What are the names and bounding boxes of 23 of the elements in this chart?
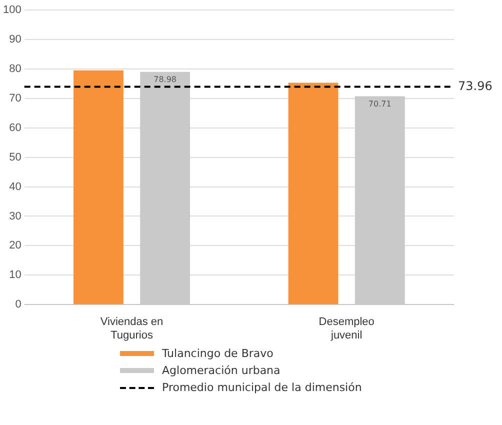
data-label: 78.98 xyxy=(154,75,177,84)
x-tick-label: Viviendas en Tugurios xyxy=(100,316,164,342)
bar xyxy=(140,72,190,304)
y-tick-label: 90 xyxy=(9,33,22,46)
text: 73.96 xyxy=(458,78,492,93)
legend-label: Tulancingo de Bravo xyxy=(162,347,274,360)
y-tick-label: 100 xyxy=(2,4,22,16)
bar xyxy=(288,82,338,304)
y-tick-label: 10 xyxy=(9,269,22,282)
bar xyxy=(73,70,124,304)
legend-label: Promedio municipal de la dimensión xyxy=(162,381,362,394)
x-tick-label: Desempleo juvenil xyxy=(318,316,374,342)
y-tick-label: 20 xyxy=(9,240,22,252)
data-label: 70.71 xyxy=(368,99,392,108)
y-tick-label: 70 xyxy=(9,92,22,104)
bar xyxy=(354,96,405,304)
y-tick-label: 50 xyxy=(9,151,22,164)
y-tick-label: 0 xyxy=(15,298,22,311)
y-tick-label: 40 xyxy=(9,180,22,193)
y-tick-label: 60 xyxy=(9,122,22,134)
y-tick-label: 80 xyxy=(9,62,22,75)
legend-label: Aglomeración urbana xyxy=(162,364,280,377)
y-tick-label: 30 xyxy=(9,210,22,222)
